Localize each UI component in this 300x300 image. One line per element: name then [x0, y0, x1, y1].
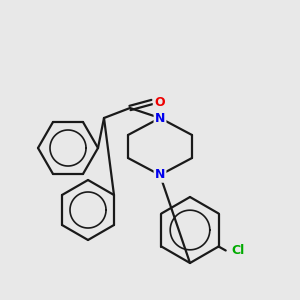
Text: N: N — [155, 169, 165, 182]
Text: N: N — [155, 112, 165, 124]
Text: O: O — [154, 95, 165, 109]
Text: Cl: Cl — [232, 244, 245, 257]
